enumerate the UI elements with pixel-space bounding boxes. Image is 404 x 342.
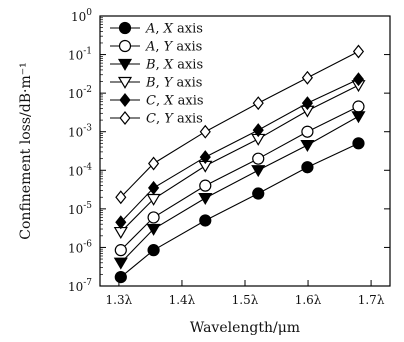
legend-marker [117, 76, 133, 89]
series-1-point [252, 152, 265, 165]
series-5-point [301, 70, 313, 85]
x-tick-label: 1.7λ [358, 293, 385, 307]
series-2-point [251, 165, 266, 178]
x-tick-label: 1.4λ [169, 293, 196, 307]
series-1-point [147, 211, 160, 224]
y-tick-label: 10-2 [68, 85, 92, 101]
legend-label: A, X axis [145, 22, 203, 37]
y-tick-label: 10-5 [68, 201, 92, 217]
x-tick-label: 1.5λ [232, 293, 259, 307]
x-axis-title: Wavelength/μm [190, 320, 300, 336]
series-2-point [146, 223, 161, 236]
y-tick-label: 10-6 [68, 239, 92, 255]
series-0-point [252, 187, 265, 200]
series-5-point [352, 44, 365, 59]
series-0-point [199, 214, 212, 227]
series-1-point [199, 179, 212, 192]
series-5-point [115, 190, 127, 205]
y-tick-label: 100 [71, 8, 92, 24]
series-4-point [301, 96, 313, 111]
y-tick-label: 10-3 [68, 124, 92, 140]
y-tick-label: 10-4 [68, 162, 92, 178]
series-2-point [351, 111, 366, 124]
series-line-0 [120, 142, 359, 278]
series-4-point [199, 150, 211, 165]
series-line-1 [120, 106, 359, 251]
series-0-point [301, 161, 314, 174]
legend-label: C, Y axis [146, 112, 203, 127]
series-2-point [113, 257, 128, 270]
y-axis-title: Confinement loss/dB·m⁻¹ [18, 62, 34, 239]
legend-label: B, X axis [145, 58, 203, 73]
legend-marker [118, 39, 132, 53]
series-1-point [301, 125, 314, 138]
y-tick-label: 10-1 [68, 47, 92, 63]
series-4-point [148, 180, 160, 195]
series-line-3 [120, 84, 359, 233]
series-1-point [352, 100, 365, 113]
legend-marker [119, 93, 131, 107]
legend-label: B, Y axis [145, 76, 202, 91]
axes: 100 10-1 10-2 10-3 10-4 10-5 10-6 10-7 1.3λ 1.4λ 1… [68, 8, 391, 307]
series-4-point [352, 72, 365, 87]
series-line-5 [120, 51, 359, 198]
legend: A, X axis A, Y axis B, X axis B, Y axis C, X… [110, 22, 204, 127]
plot-frame [99, 15, 391, 287]
series-0-point [147, 244, 160, 257]
series-2-point [300, 139, 315, 152]
legend-marker [119, 111, 131, 125]
series-2-point [198, 193, 213, 205]
x-tick-label: 1.3λ [106, 293, 133, 307]
x-tick-label: 1.6λ [295, 293, 322, 307]
legend-label: C, X axis [146, 94, 204, 109]
series-0-point [114, 271, 127, 284]
series-5-point [148, 156, 160, 171]
series-5-point [199, 124, 211, 139]
series-0-point [352, 137, 365, 150]
legend-marker [117, 58, 133, 71]
plot-area [113, 44, 366, 284]
series-5-point [252, 96, 264, 111]
series-4-point [252, 123, 264, 138]
legend-marker [118, 21, 132, 35]
series-4-point [115, 215, 127, 230]
series-1-point [114, 244, 127, 257]
series-line-2 [120, 115, 359, 264]
legend-label: A, Y axis [145, 40, 202, 55]
series-line-4 [120, 78, 359, 223]
y-tick-label: 10-7 [68, 278, 92, 294]
